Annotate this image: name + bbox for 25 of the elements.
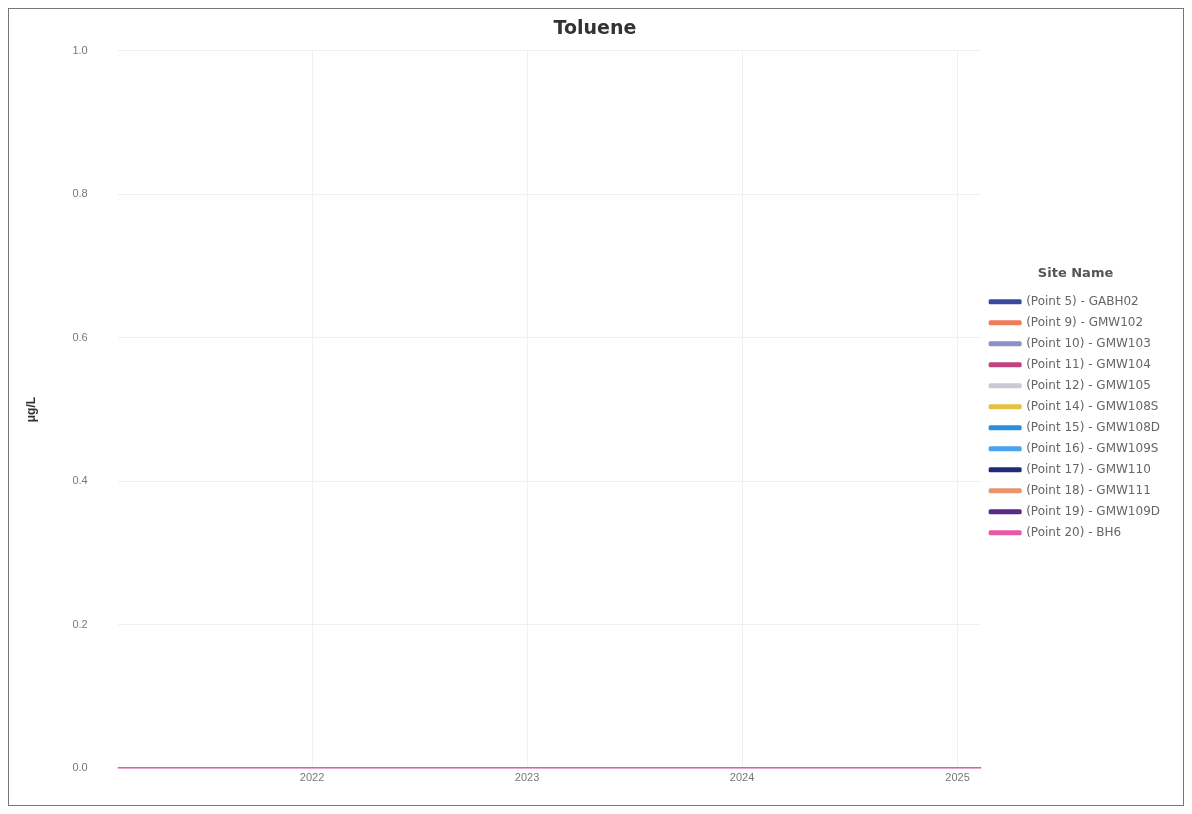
legend-label: (Point 17) - GMW110 [1026,461,1151,476]
legend-label: (Point 10) - GMW103 [1026,335,1151,350]
x-tick-label: 2023 [514,771,540,784]
legend-label: (Point 18) - GMW111 [1026,482,1151,497]
legend-label: (Point 19) - GMW109D [1026,503,1161,518]
legend-title: Site Name [1037,265,1114,281]
x-tick-label: 2025 [945,771,970,784]
legend-label: (Point 15) - GMW108D [1026,419,1161,434]
x-tick-label: 2024 [729,771,755,784]
legend-label: (Point 20) - BH6 [1026,524,1122,539]
legend-label: (Point 14) - GMW108S [1026,398,1159,413]
x-tick-label: 2022 [299,771,325,784]
y-tick-label: 0.6 [72,330,88,343]
y-axis-title: μg/L [23,396,38,423]
legend-label: (Point 9) - GMW102 [1026,314,1144,329]
legend-label: (Point 11) - GMW104 [1026,356,1151,371]
y-tick-label: 0.8 [72,187,88,200]
y-tick-label: 0.2 [72,617,88,630]
y-tick-label: 1.0 [72,43,88,56]
legend-label: (Point 16) - GMW109S [1026,440,1159,455]
y-tick-label: 0.0 [72,761,88,774]
legend-label: (Point 12) - GMW105 [1026,377,1151,392]
chart-title: Toluene [553,16,637,39]
y-tick-label: 0.4 [72,474,88,487]
legend-label: (Point 5) - GABH02 [1026,293,1139,308]
